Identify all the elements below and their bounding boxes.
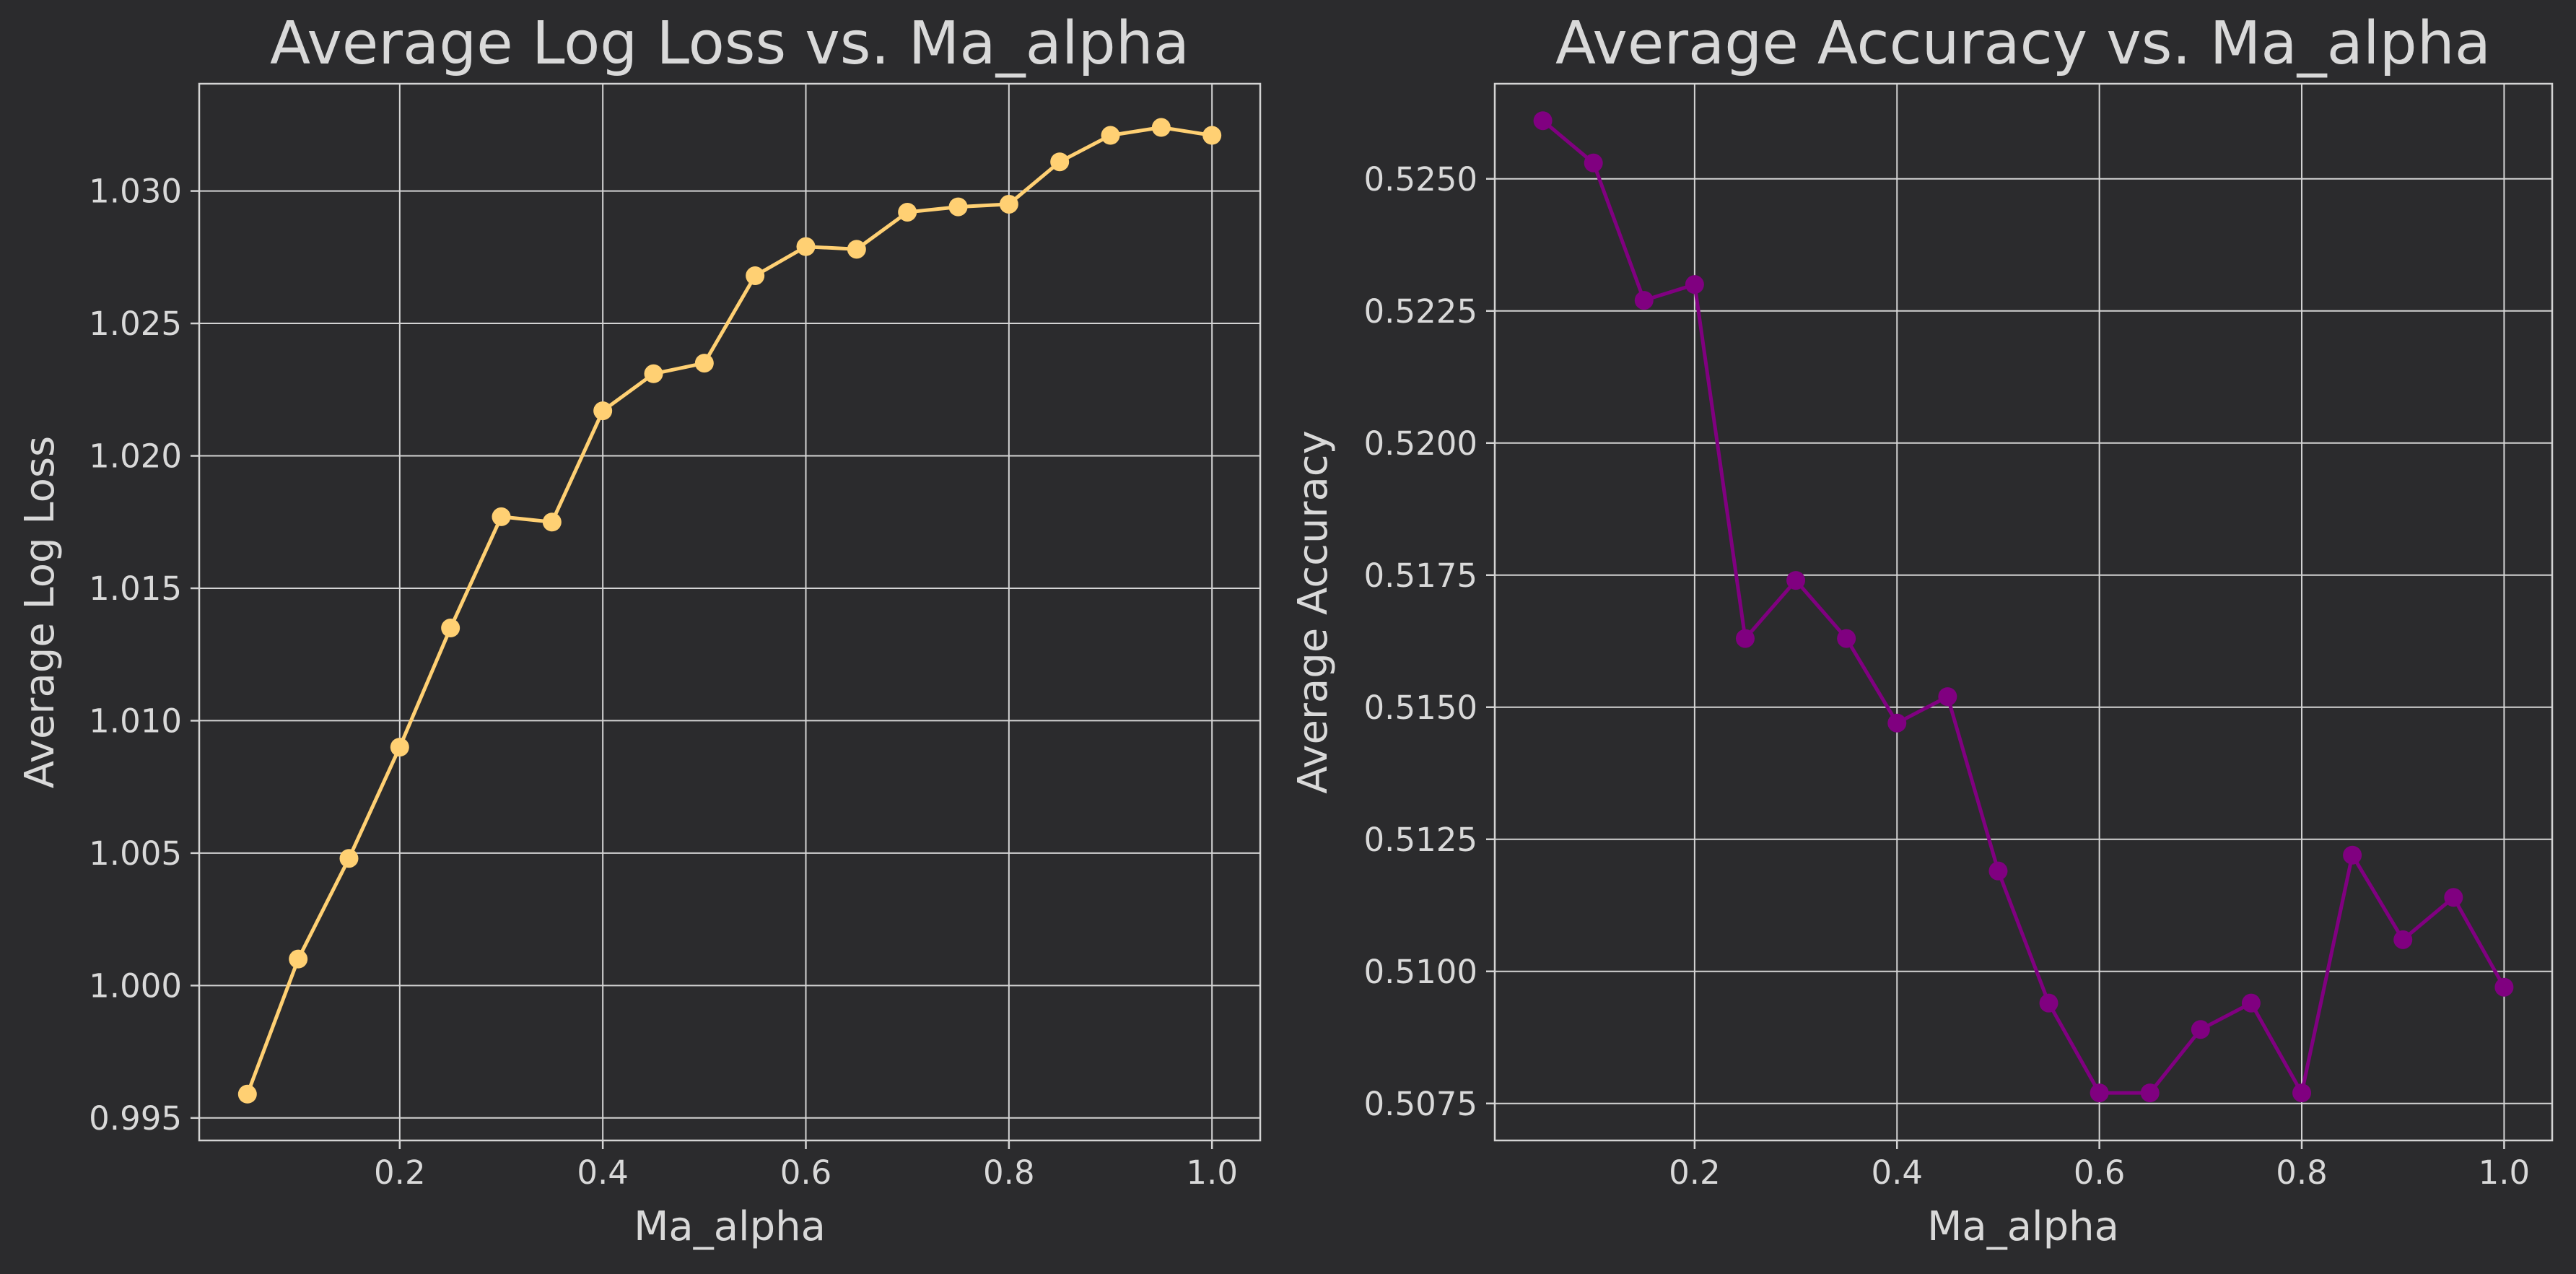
- logloss-ytick-label: 1.010: [89, 702, 182, 740]
- logloss-data-point: [289, 949, 308, 969]
- logloss-data-point: [593, 401, 613, 421]
- logloss-ytick-label: 1.020: [89, 437, 182, 476]
- accuracy-data-point: [2090, 1083, 2109, 1103]
- accuracy-xtick-label: 1.0: [2479, 1153, 2531, 1192]
- accuracy-data-point: [1584, 153, 1603, 173]
- logloss-data-point: [1050, 152, 1070, 172]
- logloss-ytick-label: 1.025: [89, 305, 182, 343]
- accuracy-ytick-label: 0.5075: [1364, 1085, 1477, 1123]
- logloss-xtick-label: 0.4: [577, 1153, 629, 1192]
- logloss-xtick-label: 1.0: [1186, 1153, 1238, 1192]
- logloss-series-line: [245, 126, 1213, 1095]
- logloss-xtick-label: 0.6: [780, 1153, 832, 1192]
- accuracy-ytick-label: 0.5100: [1364, 953, 1477, 991]
- accuracy-ytick-label: 0.5125: [1364, 821, 1477, 859]
- accuracy-xlabel: Ma_alpha: [1927, 1203, 2119, 1250]
- accuracy-grid: [1495, 84, 2552, 1140]
- accuracy-ytick-label: 0.5250: [1364, 160, 1477, 198]
- logloss-data-point: [644, 364, 663, 383]
- accuracy-title: Average Accuracy vs. Ma_alpha: [1555, 9, 2491, 78]
- accuracy-data-point: [1533, 111, 1553, 131]
- accuracy-ytick-label: 0.5200: [1364, 424, 1477, 463]
- logloss-xlabel: Ma_alpha: [634, 1203, 826, 1250]
- logloss-title: Average Log Loss vs. Ma_alpha: [270, 9, 1189, 78]
- accuracy-data-point: [1887, 713, 1907, 733]
- accuracy-data-point: [2039, 993, 2058, 1013]
- logloss-data-point: [999, 194, 1018, 214]
- logloss-ylabel: Average Log Loss: [17, 436, 64, 788]
- logloss-data-point: [948, 197, 968, 217]
- logloss-data-point: [746, 266, 765, 286]
- accuracy-series: [1533, 111, 2514, 1103]
- accuracy-data-point: [1988, 861, 2008, 881]
- accuracy-xtick-label: 0.2: [1669, 1153, 1721, 1192]
- accuracy-ytick-label: 0.5175: [1364, 557, 1477, 595]
- logloss-data-point: [796, 237, 816, 256]
- accuracy-ylabel: Average Accuracy: [1290, 430, 1337, 793]
- accuracy-ytick-label: 0.5150: [1364, 689, 1477, 727]
- accuracy-data-point: [1634, 291, 1654, 310]
- accuracy-data-point: [2393, 930, 2413, 949]
- logloss-ytick-label: 1.005: [89, 834, 182, 873]
- accuracy-xtick-label: 0.8: [2276, 1153, 2328, 1192]
- logloss-data-point: [1202, 126, 1222, 145]
- logloss-data-point: [898, 202, 917, 222]
- logloss-data-point: [1151, 118, 1171, 137]
- logloss-axes-frame: [198, 82, 1262, 1142]
- accuracy-data-point: [2140, 1083, 2160, 1103]
- logloss-data-point: [390, 738, 409, 757]
- logloss-ytick-label: 0.995: [89, 1099, 182, 1138]
- accuracy-data-point: [1786, 571, 1806, 590]
- accuracy-data-point: [1837, 629, 1856, 648]
- accuracy-data-point: [1938, 687, 1957, 707]
- logloss-data-point: [339, 849, 359, 868]
- logloss-data-point: [542, 512, 562, 532]
- logloss-data-point: [237, 1084, 257, 1104]
- accuracy-data-point: [2191, 1020, 2210, 1039]
- accuracy-axes-frame: [1493, 82, 2554, 1142]
- logloss-xtick-label: 0.2: [374, 1153, 426, 1192]
- logloss-ytick-label: 1.030: [89, 173, 182, 211]
- logloss-data-point: [847, 240, 866, 259]
- accuracy-data-point: [1735, 629, 1755, 648]
- accuracy-panel: 0.2 0.4 0.6 0.8 1.0 0.5075 0.5100 0.5125 0.5150 0…: [1290, 9, 2554, 1250]
- logloss-xtick-label: 0.8: [983, 1153, 1035, 1192]
- logloss-ytick-label: 1.015: [89, 570, 182, 608]
- logloss-data-point: [694, 354, 714, 373]
- accuracy-data-point: [2241, 993, 2261, 1013]
- accuracy-xtick-label: 0.4: [1871, 1153, 1923, 1192]
- accuracy-xtick-label: 0.6: [2074, 1153, 2126, 1192]
- accuracy-data-point: [2292, 1083, 2312, 1103]
- accuracy-data-point: [1685, 275, 1704, 294]
- accuracy-series-line: [1541, 119, 2506, 1095]
- logloss-data-point: [492, 507, 511, 526]
- logloss-data-point: [1101, 126, 1120, 145]
- logloss-ytick-label: 1.000: [89, 967, 182, 1005]
- logloss-grid: [199, 84, 1260, 1140]
- accuracy-data-point: [2494, 977, 2514, 997]
- accuracy-data-point: [2343, 845, 2362, 865]
- accuracy-ytick-label: 0.5225: [1364, 292, 1477, 331]
- logloss-data-point: [441, 619, 460, 638]
- logloss-panel: 0.2 0.4 0.6 0.8 1.0 0.995 1.000 1.005 1.010 1.015…: [17, 9, 1262, 1250]
- accuracy-ticks: 0.2 0.4 0.6 0.8 1.0 0.5075 0.5100 0.5125 0.5150 0…: [1364, 160, 2531, 1192]
- accuracy-data-point: [2444, 888, 2463, 907]
- logloss-series: [237, 118, 1222, 1104]
- logloss-ticks: 0.2 0.4 0.6 0.8 1.0 0.995 1.000 1.005 1.010 1.015…: [89, 173, 1238, 1192]
